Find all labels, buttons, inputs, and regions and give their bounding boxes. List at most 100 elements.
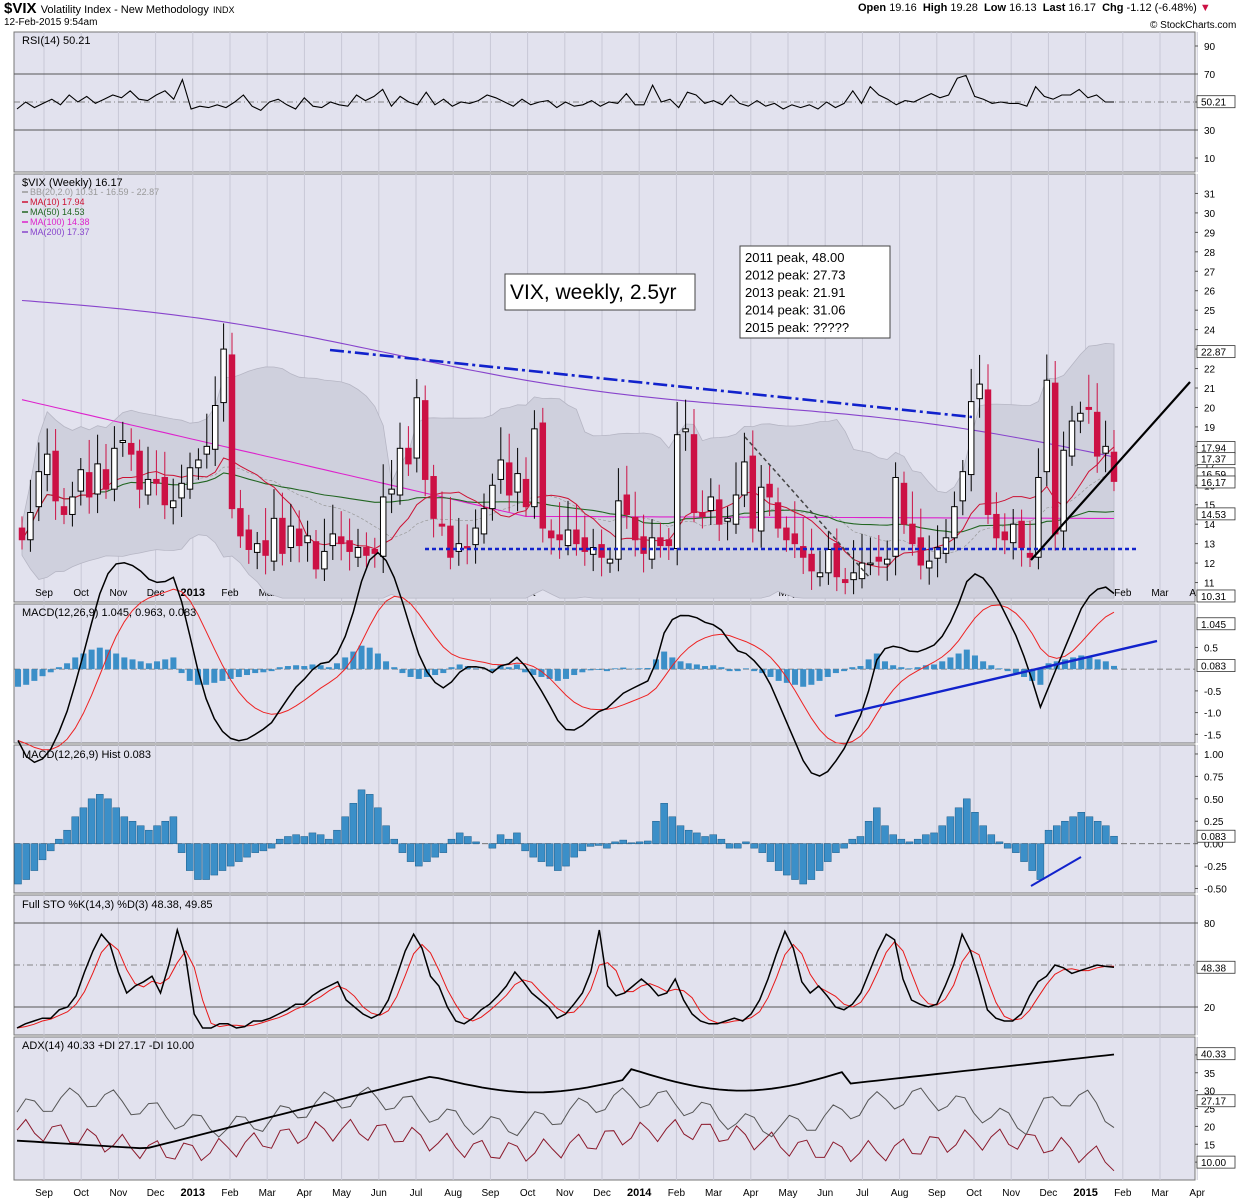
x-tick-label-bottom: Dec [593,1188,611,1199]
hist-bar [96,794,104,844]
sto-title: Full STO %K(14,3) %D(3) 48.38, 49.85 [22,899,213,911]
candle-body [321,550,328,570]
x-tick-label-bottom: Nov [110,1188,128,1199]
value-badge-box [1196,1047,1236,1061]
low-value: 16.13 [1009,2,1037,14]
macd-hist-bar [333,663,340,670]
hist-bar [725,843,734,849]
candle-body [52,450,59,502]
macd-hist-bar [227,669,234,679]
hist-bar [783,843,791,876]
candle-body [867,562,874,566]
hist-bar [365,794,374,844]
macd-hist-bar [988,665,995,670]
chg-label: Chg [1102,2,1124,14]
candle-body [18,527,26,541]
candle-body [707,496,715,512]
candle-body [396,447,404,496]
macd-hist-bar [1070,657,1077,670]
macd-hist-bar [513,664,520,670]
hist-bar [325,838,333,844]
x-tick-label-bottom: Oct [966,1188,982,1199]
candle-body [304,535,311,544]
value-badge-box [1196,960,1236,974]
annotation-peak-line: 2015 peak: ????? [745,320,849,335]
candle-body [329,533,337,547]
y-tick-label-price: 27 [1204,267,1216,278]
candle-body [783,527,790,541]
y-tick-label-price: 19 [1204,423,1216,434]
hist-bar [586,843,595,847]
macd-hist-bar [432,669,439,676]
value-badge-adx: 40.33 [1201,1050,1226,1061]
y-tick-label-price: 11 [1204,579,1215,590]
hist-bar [169,816,178,844]
hist-bar [823,843,832,862]
hist-bar [742,841,750,844]
hist-bar [807,843,816,880]
macd-hist-bar [88,649,95,670]
y-tick-label-hist: -0.25 [1204,862,1227,873]
candle-body [211,405,219,450]
macd-hist-bar [342,657,349,670]
macd-hist-bar [775,669,782,681]
macd-hist-bar [587,669,594,671]
y-tick-label-price: 25 [1204,306,1216,317]
macd-hist-bar [1078,655,1085,670]
hist-bar [668,816,677,844]
value-badge-box [1196,475,1236,489]
hist-bar [79,807,88,844]
candle-body [371,548,379,554]
y-tick-label-macd: -1.0 [1204,709,1222,720]
hist-bar [128,820,137,844]
hist-bar [1036,843,1045,880]
x-tick-label-bottom: Oct [73,1188,89,1199]
macd-hist-bar [824,669,831,677]
candle-body [959,471,967,502]
macd-hist-bar [1004,669,1011,672]
candle-body [1026,552,1034,558]
hist-bar [766,843,775,862]
candle-body [1035,476,1042,558]
macd-hist-bar [1102,661,1109,670]
price-title: $VIX (Weekly) 16.17 [22,177,123,189]
macd-hist-bar [677,661,684,670]
value-badge-box [1196,589,1236,603]
x-tick-label-bottom: Apr [743,1188,759,1199]
candle-body [35,471,43,508]
hist-bar [341,816,349,844]
macd-hist-bar [963,649,970,670]
macd-hist-bar [931,664,938,670]
hist-bar [652,820,660,844]
value-badge-price: 22.87 [1201,348,1226,359]
macd-hist-bar [1111,665,1117,670]
hist-bar [447,838,456,844]
x-tick-label-bottom: Nov [1002,1188,1020,1199]
annotation-title-box [504,273,696,311]
hist-bar [1052,825,1061,844]
candle-body [480,508,488,535]
candle-body [69,496,76,515]
macd-hist-bar [407,669,414,677]
candle-body [741,461,748,496]
hist-bar [799,843,807,885]
candle-body [766,483,773,498]
candle-body [438,523,446,527]
hist-bar [104,798,112,844]
annotation-peak-line: 2012 peak: 27.73 [745,268,845,283]
candle-body [489,484,496,510]
candle-body [606,558,614,564]
candle-body [27,512,34,541]
hist-bar [709,834,717,844]
candle-body [724,517,731,522]
sto-k-line [16,927,1115,1029]
value-badge-adx: 10.00 [1201,1158,1226,1169]
y-tick-label-rsi: 30 [1204,126,1216,137]
hist-bar [177,843,186,853]
y-tick-label-price: 14 [1204,520,1216,531]
exchange: INDX [213,5,235,15]
macd-hist-bar [293,665,300,670]
value-badge-box [1196,507,1236,521]
